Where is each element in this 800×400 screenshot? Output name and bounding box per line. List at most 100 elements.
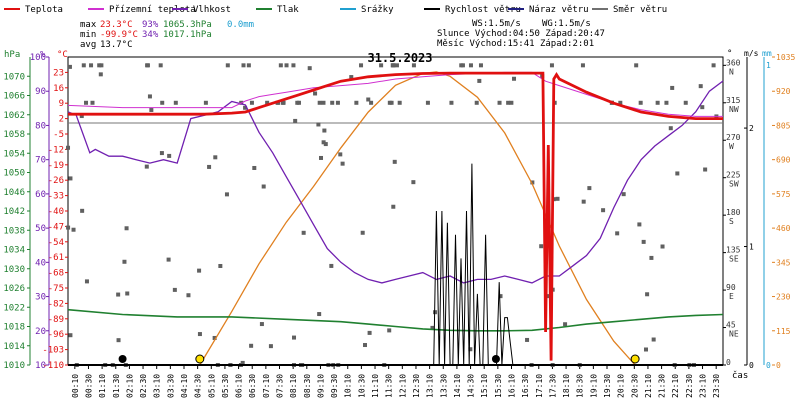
wind-direction-point bbox=[655, 100, 660, 105]
x-tick-label: 09:30 bbox=[330, 374, 339, 398]
wind-direction-point bbox=[700, 105, 705, 110]
wind-direction-point bbox=[160, 100, 165, 105]
humidity-tick-label: 10 bbox=[35, 361, 46, 371]
wind-direction-point bbox=[683, 100, 688, 105]
wind-direction-point bbox=[349, 75, 354, 80]
legend-label: Náraz větru bbox=[529, 5, 589, 15]
wind-direction-point bbox=[621, 192, 626, 197]
x-tick-label: 07:10 bbox=[262, 374, 271, 398]
x-tick-label: 09:10 bbox=[316, 374, 325, 398]
wind-direction-point bbox=[246, 63, 251, 68]
wind-direction-point bbox=[668, 126, 673, 131]
wind-direction-point bbox=[124, 226, 129, 231]
x-tick-label: 00:10 bbox=[71, 374, 80, 398]
wind-direction-point bbox=[477, 78, 482, 83]
x-tick-label: 08:10 bbox=[289, 374, 298, 398]
wind-direction-point bbox=[651, 337, 656, 342]
wind-direction-point bbox=[530, 180, 535, 185]
x-tick-label: 20:30 bbox=[630, 374, 639, 398]
x-tick-label: 08:30 bbox=[303, 374, 312, 398]
wind-direction-point bbox=[391, 204, 396, 209]
x-tick-label: 05:10 bbox=[207, 374, 216, 398]
wind-direction-point bbox=[224, 192, 229, 197]
temperature-tick-label: -19 bbox=[48, 161, 64, 171]
wind-direction-point bbox=[149, 107, 154, 112]
wind-direction-point bbox=[369, 100, 374, 105]
x-tick-label: 02:30 bbox=[139, 374, 148, 398]
direction-tick-sub: NE bbox=[729, 330, 739, 339]
x-tick-label: 18:10 bbox=[562, 374, 571, 398]
humidity-tick-label: 100 bbox=[30, 53, 46, 63]
wind-direction-point bbox=[125, 291, 130, 296]
wind-direction-point bbox=[167, 153, 172, 158]
x-tick-label: 16:10 bbox=[507, 374, 516, 398]
wind-direction-point bbox=[601, 208, 606, 213]
x-tick-label: 17:30 bbox=[548, 374, 557, 398]
wind-direction-point bbox=[293, 118, 298, 123]
pressure-tick-label: 1014 bbox=[3, 342, 25, 352]
wind-direction-point bbox=[498, 294, 503, 299]
wind-direction-point bbox=[144, 164, 149, 169]
wind-direction-point bbox=[145, 63, 150, 68]
wind-direction-point bbox=[317, 100, 322, 105]
pressure-line bbox=[67, 308, 724, 332]
wind-direction-point bbox=[218, 263, 223, 268]
wind-direction-point bbox=[643, 347, 648, 352]
x-tick-label: 10:30 bbox=[357, 374, 366, 398]
wind-direction-point bbox=[301, 230, 306, 235]
wind-direction-point bbox=[68, 176, 73, 181]
wind-direction-point bbox=[392, 159, 397, 164]
wind-direction-point bbox=[703, 167, 708, 172]
x-tick-label: 14:30 bbox=[467, 374, 476, 398]
direction-tick-sub: E bbox=[729, 292, 734, 301]
wind-direction-point bbox=[296, 100, 301, 105]
x-tick-label: 04:10 bbox=[180, 374, 189, 398]
x-tick-label: 15:30 bbox=[494, 374, 503, 398]
wind-direction-point bbox=[525, 337, 530, 342]
x-tick-label: 12:30 bbox=[412, 374, 421, 398]
wind-tick-label: 1 bbox=[749, 243, 754, 252]
temperature-tick-label: -96 bbox=[48, 330, 64, 340]
legend-label: Rychlost větru bbox=[445, 5, 521, 15]
wind-tick-label: 0 bbox=[749, 361, 754, 370]
pressure-tick-label: 1066 bbox=[3, 92, 25, 102]
sunrise-marker bbox=[195, 354, 205, 364]
wind-direction-point bbox=[363, 343, 368, 348]
wind-direction-point bbox=[618, 100, 623, 105]
wind-direction-point bbox=[166, 257, 171, 262]
sun-info: Slunce Východ:04:50 Západ:20:47 bbox=[437, 29, 605, 39]
humidity-unit: % bbox=[40, 50, 46, 60]
wind-direction-point bbox=[67, 64, 72, 69]
wind-direction-point bbox=[321, 100, 326, 105]
humidity-tick-label: 90 bbox=[35, 87, 46, 97]
wind-direction-point bbox=[634, 63, 639, 68]
wind-direction-point bbox=[321, 140, 326, 145]
wind-direction-point bbox=[555, 196, 560, 201]
temperature-tick-label: -54 bbox=[48, 238, 64, 248]
x-tick-label: 12:10 bbox=[398, 374, 407, 398]
wind-direction-point bbox=[354, 100, 359, 105]
wind-direction-point bbox=[265, 100, 270, 105]
wind-direction-point bbox=[649, 255, 654, 260]
wind-direction-point bbox=[509, 100, 514, 105]
wind-direction-point bbox=[391, 63, 396, 68]
x-tick-label: 17:10 bbox=[535, 374, 544, 398]
wind-direction-point bbox=[468, 63, 473, 68]
x-tick-label: 19:30 bbox=[603, 374, 612, 398]
wind-direction-point bbox=[615, 231, 620, 236]
x-tick-label: 02:10 bbox=[125, 374, 134, 398]
wind-direction-point bbox=[340, 161, 345, 166]
wind-direction-point bbox=[147, 94, 152, 99]
avg-temp: 13.7°C bbox=[100, 40, 133, 50]
x-tick-label: 13:10 bbox=[426, 374, 435, 398]
pressure-tick-label: 1050 bbox=[3, 169, 25, 179]
x-tick-label: 18:30 bbox=[576, 374, 585, 398]
direction-tick-label: 270 bbox=[726, 133, 741, 142]
wind-direction-point bbox=[243, 105, 248, 110]
direction-tick-sub: SW bbox=[729, 180, 739, 189]
humidity-tick-label: 80 bbox=[35, 121, 46, 131]
wind-direction-point bbox=[367, 330, 372, 335]
wind-direction-point bbox=[172, 287, 177, 292]
rain-unit: mm bbox=[762, 49, 772, 58]
min-press: 1017.1hPa bbox=[163, 30, 212, 40]
